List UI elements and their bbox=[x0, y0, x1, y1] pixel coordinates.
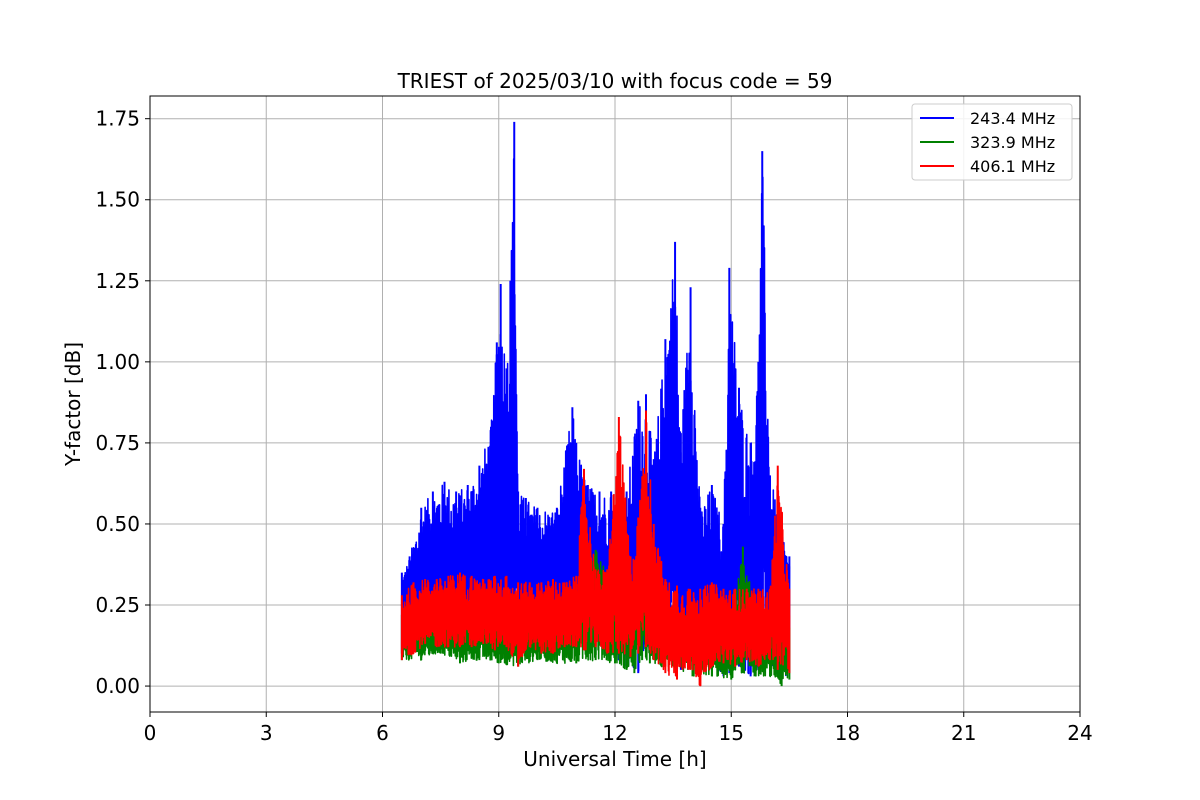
y-tick-label: 1.00 bbox=[95, 350, 140, 374]
series-2 bbox=[400, 410, 791, 687]
x-axis: 0 3 6 9 12 15 18 21 24 bbox=[144, 712, 1093, 745]
x-tick-label: 0 bbox=[144, 721, 157, 745]
x-tick-label: 24 bbox=[1067, 721, 1092, 745]
y-tick-label: 1.50 bbox=[95, 188, 140, 212]
x-tick-label: 12 bbox=[602, 721, 627, 745]
legend-label: 323.9 MHz bbox=[970, 133, 1055, 152]
x-tick-label: 18 bbox=[835, 721, 860, 745]
y-tick-label: 0.75 bbox=[95, 431, 140, 455]
chart-title: TRIEST of 2025/03/10 with focus code = 5… bbox=[397, 69, 833, 93]
x-tick-label: 3 bbox=[260, 721, 273, 745]
y-axis: 0.00 0.25 0.50 0.75 1.00 1.25 1.50 1.75 bbox=[95, 107, 150, 698]
y-tick-label: 0.00 bbox=[95, 674, 140, 698]
series-0 bbox=[400, 121, 791, 680]
legend-box bbox=[911, 103, 1073, 181]
x-tick-label: 15 bbox=[719, 721, 744, 745]
y-tick-label: 0.50 bbox=[95, 512, 140, 536]
x-tick-label: 6 bbox=[376, 721, 389, 745]
y-tick-label: 1.75 bbox=[95, 107, 140, 131]
x-axis-label: Universal Time [h] bbox=[523, 747, 706, 771]
legend-label: 243.4 MHz bbox=[970, 109, 1055, 128]
legend: 243.4 MHz 323.9 MHz 406.1 MHz bbox=[911, 103, 1073, 181]
x-tick-label: 21 bbox=[951, 721, 976, 745]
x-tick-label: 9 bbox=[492, 721, 505, 745]
series-line bbox=[401, 158, 791, 680]
legend-label: 406.1 MHz bbox=[970, 157, 1055, 176]
y-axis-label: Y-factor [dB] bbox=[61, 342, 85, 467]
y-tick-label: 0.25 bbox=[95, 593, 140, 617]
y-tick-label: 1.25 bbox=[95, 269, 140, 293]
series-layer bbox=[400, 121, 791, 687]
